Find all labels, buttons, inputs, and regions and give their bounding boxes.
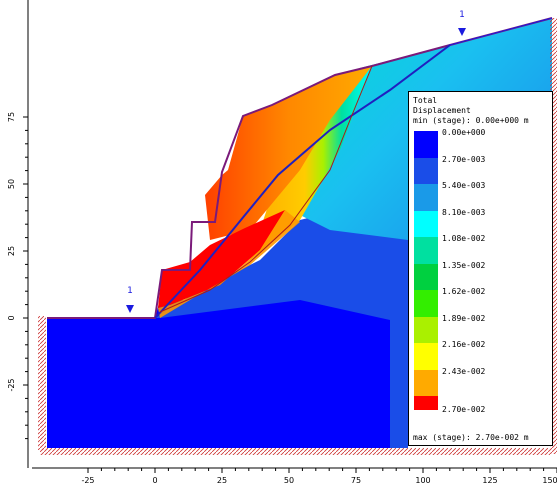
legend-swatch [414, 157, 438, 184]
legend-swatch [414, 210, 438, 237]
slip-surface-inner [159, 65, 373, 313]
left-restraint [38, 316, 46, 450]
legend-swatch [414, 369, 438, 396]
legend-label: 2.16e-002 [442, 340, 486, 349]
water-marker-left-label: 1 [127, 286, 133, 296]
soil-region-upper [205, 66, 372, 240]
legend-swatch [414, 343, 438, 370]
legend-title-line1: Total [413, 96, 438, 105]
y-tick-label: 0 [7, 315, 16, 320]
x-tick-label: -25 [81, 476, 94, 485]
legend-label: 1.08e-002 [442, 234, 486, 243]
slip-surface-line [154, 44, 451, 319]
y-tick-label: 25 [7, 246, 16, 256]
x-tick-label: 50 [284, 476, 294, 485]
x-tick-label: 75 [351, 476, 361, 485]
x-tick-label: 125 [482, 476, 497, 485]
legend-label: 2.70e-003 [442, 154, 486, 164]
y-tick-label: 75 [7, 112, 16, 122]
x-tick-label: 0 [152, 476, 157, 485]
legend-swatch [414, 290, 438, 317]
x-tick-label: 150 [542, 476, 557, 485]
legend-label: 1.62e-002 [442, 287, 486, 296]
legend-min-text: min (stage): 0.00e+000 m [413, 116, 529, 125]
water-marker-right: 1 [458, 10, 466, 36]
soil-region-base [47, 300, 395, 448]
x-tick-label: 25 [217, 476, 227, 485]
y-tick-label: -25 [7, 378, 16, 391]
legend-swatch [414, 131, 438, 158]
soil-region-mid [155, 180, 408, 448]
right-restraint [550, 18, 557, 454]
y-axis-ticks: 75 50 25 0 -25 [7, 112, 28, 440]
y-tick-label: 50 [7, 179, 16, 189]
legend-swatch [414, 263, 438, 290]
soil-region-transition [250, 66, 372, 260]
legend-label: 1.35e-002 [442, 260, 486, 270]
legend-swatch [414, 237, 438, 264]
legend-swatch [414, 396, 438, 410]
legend-label: 2.43e-002 [442, 366, 486, 376]
legend-panel[interactable]: Total Displacement min (stage): 0.00e+00… [408, 91, 553, 446]
water-table-line [449, 17, 553, 46]
x-axis-ticks: -25 0 25 50 75 100 125 150 [81, 468, 557, 485]
soil-region-failure-edge [158, 210, 300, 318]
legend-swatch [414, 316, 438, 343]
legend-swatch [414, 184, 438, 211]
legend-header: Total Displacement min (stage): 0.00e+00… [413, 96, 553, 126]
water-marker-right-label: 1 [459, 10, 465, 20]
x-tick-label: 100 [415, 476, 430, 485]
bottom-restraint [40, 448, 550, 455]
legend-title-line2: Displacement [413, 106, 471, 115]
water-marker-left: 1 [126, 286, 134, 313]
soil-region-failure-zone [158, 210, 285, 308]
legend-max-text: max (stage): 2.70e-002 m [413, 433, 529, 442]
legend-label: 1.89e-002 [442, 313, 486, 323]
legend-label: 5.40e-003 [442, 181, 486, 190]
legend-label: 0.00e+000 [442, 128, 486, 137]
legend-label: 2.70e-002 [442, 405, 486, 414]
legend-label: 8.10e-003 [442, 207, 486, 217]
